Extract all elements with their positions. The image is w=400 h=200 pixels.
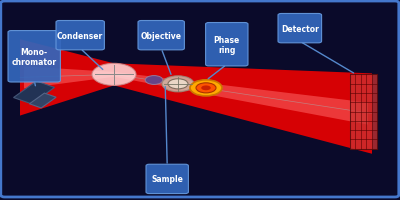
FancyBboxPatch shape bbox=[278, 14, 322, 44]
FancyBboxPatch shape bbox=[146, 164, 188, 194]
Text: Objective: Objective bbox=[141, 32, 182, 40]
Circle shape bbox=[145, 76, 163, 85]
Text: Detector: Detector bbox=[281, 25, 319, 33]
Polygon shape bbox=[24, 67, 368, 125]
FancyBboxPatch shape bbox=[206, 23, 248, 67]
Circle shape bbox=[196, 83, 216, 93]
Circle shape bbox=[168, 79, 188, 89]
Text: Sample: Sample bbox=[151, 175, 183, 183]
FancyBboxPatch shape bbox=[8, 31, 60, 83]
Circle shape bbox=[92, 64, 136, 86]
Polygon shape bbox=[20, 40, 372, 154]
Text: Condenser: Condenser bbox=[57, 32, 103, 40]
Text: Mono-
chromator: Mono- chromator bbox=[12, 47, 57, 67]
Circle shape bbox=[162, 76, 194, 92]
FancyBboxPatch shape bbox=[138, 21, 184, 51]
Text: Phase
ring: Phase ring bbox=[214, 35, 240, 55]
FancyBboxPatch shape bbox=[56, 21, 104, 51]
Bar bbox=[30, 94, 56, 108]
Circle shape bbox=[201, 86, 211, 91]
Bar bbox=[350, 75, 377, 149]
Bar bbox=[14, 82, 54, 104]
Circle shape bbox=[190, 80, 222, 96]
